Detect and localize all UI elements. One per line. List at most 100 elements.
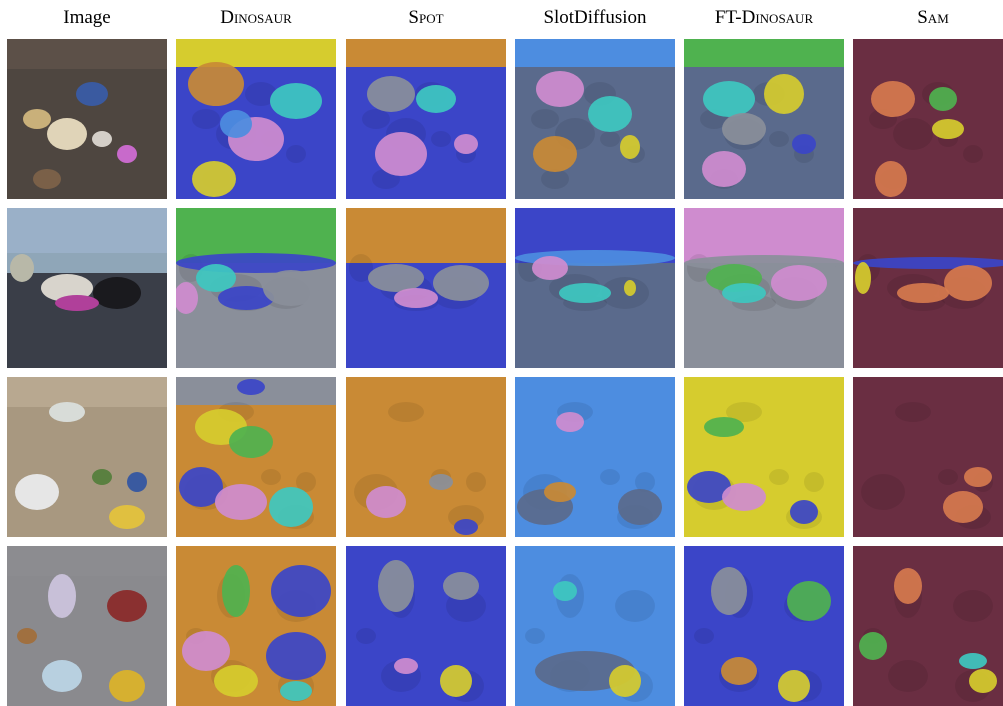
segment-4 xyxy=(790,500,818,524)
segment-2 xyxy=(532,256,568,280)
segment-3 xyxy=(429,474,453,490)
segmentation-row-3-spot xyxy=(346,377,506,537)
segment-5 xyxy=(176,282,198,314)
segment-4 xyxy=(215,484,267,520)
object-1 xyxy=(49,402,85,422)
segment-2 xyxy=(271,565,331,617)
segmentation-row-2-ft-dinosaur xyxy=(684,208,844,368)
segmentation-row-4-sam xyxy=(853,546,1003,706)
segment-1 xyxy=(222,565,250,617)
object-4 xyxy=(92,469,112,485)
segment-4 xyxy=(778,670,810,702)
segment-5 xyxy=(792,134,816,154)
segmentation-row-1-slotdiffusion xyxy=(515,39,675,199)
object-5 xyxy=(127,472,147,492)
segment-2 xyxy=(787,581,831,621)
segment-2 xyxy=(416,85,456,113)
segment-1 xyxy=(703,81,755,117)
object-3 xyxy=(76,82,108,106)
segment-2 xyxy=(687,471,731,503)
object-5 xyxy=(17,628,37,644)
segment-2 xyxy=(859,632,887,660)
segment-4 xyxy=(771,265,827,301)
object-4 xyxy=(42,660,82,692)
input-image-row-1 xyxy=(7,39,167,199)
segment-1 xyxy=(536,71,584,107)
segment-3 xyxy=(394,658,418,674)
object-4 xyxy=(117,145,137,163)
column-header-spot: Spot xyxy=(408,7,444,28)
segment-3 xyxy=(944,265,992,301)
segment-2 xyxy=(229,426,273,458)
segment-2 xyxy=(196,264,236,292)
object-1 xyxy=(93,277,141,309)
segmentation-row-4-ft-dinosaur xyxy=(684,546,844,706)
segment-5 xyxy=(220,110,252,138)
segment-2 xyxy=(897,283,949,303)
segment-1 xyxy=(894,568,922,604)
segment-1 xyxy=(367,76,415,112)
segmentation-row-4-dinosaur xyxy=(176,546,336,706)
input-image-row-4 xyxy=(7,546,167,706)
segment-3 xyxy=(182,631,230,671)
object-2 xyxy=(47,118,87,150)
object-4 xyxy=(10,254,34,282)
segment-1 xyxy=(711,567,747,615)
segment-3 xyxy=(533,136,577,172)
segment-3 xyxy=(179,467,223,507)
segment-1 xyxy=(553,581,577,601)
segment-1 xyxy=(188,62,244,106)
segment-2 xyxy=(433,265,489,301)
segment-1 xyxy=(704,417,744,437)
segmentation-row-1-sam xyxy=(853,39,1003,199)
segment-3 xyxy=(721,657,757,685)
segment-3 xyxy=(559,283,611,303)
segment-4 xyxy=(263,270,319,306)
segment-1 xyxy=(684,255,844,271)
segment-3 xyxy=(959,653,987,669)
object-1 xyxy=(48,574,76,618)
segment-2 xyxy=(929,87,957,111)
segmentation-row-2-slotdiffusion xyxy=(515,208,675,368)
segment-4 xyxy=(192,161,236,197)
segment-4 xyxy=(454,134,478,154)
segment-3 xyxy=(270,83,322,119)
object-5 xyxy=(33,169,61,189)
segment-2 xyxy=(588,96,632,132)
segment-2 xyxy=(443,572,479,600)
segment-4 xyxy=(620,135,640,159)
segmentation-row-4-spot xyxy=(346,546,506,706)
segment-5 xyxy=(214,665,258,697)
segment-3 xyxy=(375,132,427,176)
segment-5 xyxy=(269,487,313,527)
object-3 xyxy=(55,295,99,311)
segment-1 xyxy=(378,560,414,612)
segmentation-row-2-spot xyxy=(346,208,506,368)
segment-4 xyxy=(624,280,636,296)
segment-4 xyxy=(969,669,997,693)
segment-4 xyxy=(855,262,871,294)
segment-3 xyxy=(394,288,438,308)
column-header-ft-dinosaur: FT-Dinosaur xyxy=(714,7,814,28)
segment-4 xyxy=(266,632,326,680)
segment-1 xyxy=(556,412,584,432)
segment-3 xyxy=(609,665,641,697)
segmentation-row-2-dinosaur xyxy=(176,208,336,368)
segmentation-row-1-ft-dinosaur xyxy=(684,39,844,199)
segment-4 xyxy=(875,161,907,197)
segment-3 xyxy=(218,286,274,310)
segmentation-row-1-dinosaur xyxy=(176,39,336,199)
segment-2 xyxy=(764,74,804,114)
segment-1 xyxy=(366,486,406,518)
segment-3 xyxy=(722,483,766,511)
segment-4 xyxy=(702,151,746,187)
column-header-image: Image xyxy=(63,7,111,28)
segment-6 xyxy=(280,681,312,701)
input-image-row-3 xyxy=(7,377,167,537)
segment-3 xyxy=(618,489,662,525)
column-header-dinosaur: Dinosaur xyxy=(220,7,292,28)
segment-4 xyxy=(440,665,472,697)
segment-3 xyxy=(722,113,766,145)
object-2 xyxy=(15,474,59,510)
column-header-slotdiffusion: SlotDiffusion xyxy=(543,7,647,28)
